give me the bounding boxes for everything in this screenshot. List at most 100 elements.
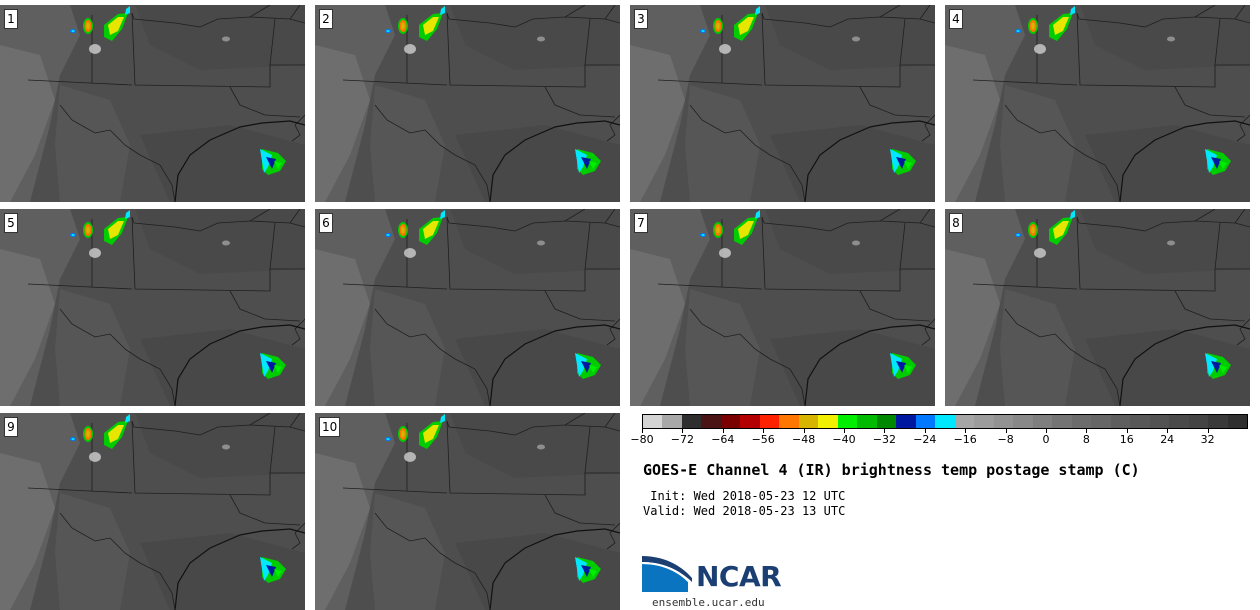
tick-mark xyxy=(924,429,926,433)
panel-number: 6 xyxy=(319,213,333,233)
panel-number: 1 xyxy=(4,9,18,29)
tick-label: −80 xyxy=(630,433,654,446)
map-panel: 10 xyxy=(315,413,620,610)
panel-number: 5 xyxy=(4,213,18,233)
color-swatch xyxy=(798,415,819,428)
storm-gulf xyxy=(260,353,286,379)
color-swatch xyxy=(837,415,858,428)
ir-map xyxy=(630,209,935,406)
storm-north xyxy=(700,6,760,41)
color-swatch xyxy=(818,415,838,428)
tick-label: 24 xyxy=(1160,433,1175,446)
init-time: Init: Wed 2018-05-23 12 UTC xyxy=(643,489,846,503)
tick-label: −24 xyxy=(913,433,937,446)
color-bar xyxy=(642,414,1248,429)
map-panel: 1 xyxy=(0,5,305,202)
logo-url[interactable]: ensemble.ucar.edu xyxy=(652,596,765,609)
tick-label: −72 xyxy=(670,433,694,446)
color-swatch xyxy=(954,415,975,428)
tick-label: −32 xyxy=(872,433,896,446)
storm-gulf xyxy=(260,149,286,175)
tick-mark xyxy=(642,429,643,433)
tick-label: −8 xyxy=(997,433,1014,446)
storm-gulf xyxy=(575,557,601,583)
storm-north xyxy=(70,414,130,449)
panel-number: 9 xyxy=(4,417,18,437)
ir-map xyxy=(0,5,305,202)
color-swatch xyxy=(1091,415,1111,428)
ir-map xyxy=(315,209,620,406)
storm-gulf xyxy=(260,557,286,583)
color-swatch xyxy=(681,415,702,428)
tick-mark xyxy=(844,429,845,433)
color-swatch xyxy=(974,415,994,428)
panel-number: 10 xyxy=(319,417,341,437)
ir-map xyxy=(0,413,305,610)
tick-mark xyxy=(1005,429,1007,433)
valid-time: Valid: Wed 2018-05-23 13 UTC xyxy=(643,504,846,518)
color-swatch xyxy=(1032,415,1053,428)
storm-gulf xyxy=(575,353,601,379)
tick-mark xyxy=(1207,429,1209,433)
storm-north xyxy=(70,6,130,41)
tick-mark xyxy=(763,429,765,433)
tick-mark xyxy=(1046,429,1047,433)
ir-map xyxy=(315,5,620,202)
map-panel: 8 xyxy=(945,209,1250,406)
ncar-logo: NCAR xyxy=(642,552,802,596)
tick-label: −16 xyxy=(953,433,977,446)
plot-title: GOES-E Channel 4 (IR) brightness temp po… xyxy=(643,461,1140,479)
storm-north xyxy=(1015,6,1075,41)
tick-mark xyxy=(722,429,724,433)
color-swatch xyxy=(779,415,799,428)
tick-mark xyxy=(884,429,886,433)
color-swatch xyxy=(1071,415,1092,428)
map-panel: 6 xyxy=(315,209,620,406)
ir-map xyxy=(945,209,1250,406)
panel-number: 4 xyxy=(949,9,963,29)
tick-label: 0 xyxy=(1042,433,1050,446)
tick-label: −48 xyxy=(791,433,816,446)
color-swatch xyxy=(1110,415,1131,428)
map-panel: 4 xyxy=(945,5,1250,202)
storm-north xyxy=(700,210,760,245)
ncar-logo-icon xyxy=(642,556,692,592)
storm-gulf xyxy=(575,149,601,175)
tick-mark xyxy=(803,429,805,433)
map-panel: 2 xyxy=(315,5,620,202)
color-swatch xyxy=(993,415,1014,428)
map-panel: 5 xyxy=(0,209,305,406)
color-swatch xyxy=(701,415,721,428)
color-swatch xyxy=(740,415,760,428)
map-panel: 7 xyxy=(630,209,935,406)
color-swatch xyxy=(935,415,955,428)
color-swatch xyxy=(876,415,897,428)
color-swatch xyxy=(915,415,936,428)
tick-mark xyxy=(1126,429,1128,433)
color-swatch xyxy=(1208,415,1228,428)
storm-gulf xyxy=(1205,149,1231,175)
storm-gulf xyxy=(1205,353,1231,379)
color-bar-ticks: −80 −72 −64 −56 −48 −40 −32 −24 −16 −8 0 8 16 24 32 xyxy=(630,429,1248,449)
color-swatch xyxy=(1130,415,1150,428)
tick-mark xyxy=(1167,429,1169,433)
color-swatch xyxy=(1013,415,1033,428)
tick-label: −56 xyxy=(751,433,775,446)
tick-mark xyxy=(965,429,967,433)
color-swatch xyxy=(720,415,741,428)
color-swatch xyxy=(1169,415,1189,428)
panel-number: 3 xyxy=(634,9,648,29)
color-swatch xyxy=(643,415,663,428)
storm-north xyxy=(385,210,445,245)
tick-label: −64 xyxy=(711,433,735,446)
map-panel: 3 xyxy=(630,5,935,202)
tick-label: 16 xyxy=(1119,433,1134,446)
panel-number: 8 xyxy=(949,213,963,233)
tick-label: −40 xyxy=(832,433,856,446)
tick-label: 8 xyxy=(1082,433,1090,446)
storm-north xyxy=(385,6,445,41)
color-swatch xyxy=(1227,415,1248,428)
color-swatch xyxy=(1149,415,1170,428)
tick-mark xyxy=(1086,429,1088,433)
map-panel: 9 xyxy=(0,413,305,610)
